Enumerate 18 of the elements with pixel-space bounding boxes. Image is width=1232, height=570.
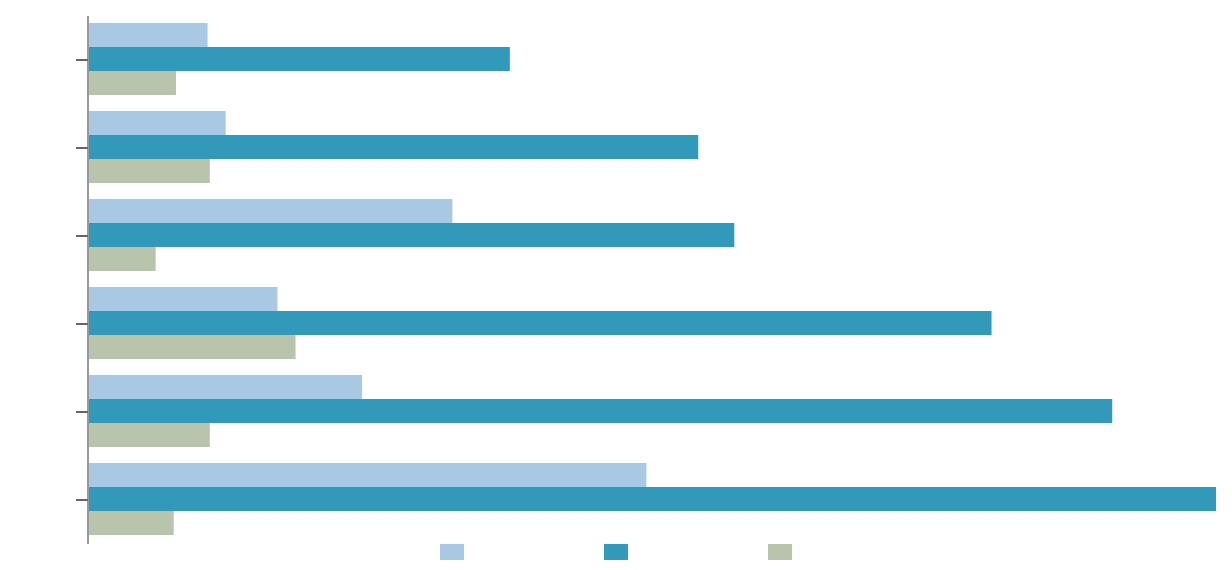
bar xyxy=(88,23,208,48)
bar xyxy=(88,135,699,160)
bar xyxy=(88,375,363,400)
bar xyxy=(88,199,453,224)
bar xyxy=(88,311,992,336)
bar xyxy=(88,223,735,248)
bar xyxy=(88,47,510,72)
bar xyxy=(88,287,278,312)
bar xyxy=(88,423,210,448)
bar xyxy=(88,247,156,272)
bar xyxy=(88,511,174,536)
bar xyxy=(88,463,647,488)
bar xyxy=(88,487,1216,512)
bar xyxy=(88,111,226,136)
bar xyxy=(88,71,176,96)
bar xyxy=(88,159,210,184)
bar xyxy=(88,399,1113,424)
bar xyxy=(88,335,296,360)
